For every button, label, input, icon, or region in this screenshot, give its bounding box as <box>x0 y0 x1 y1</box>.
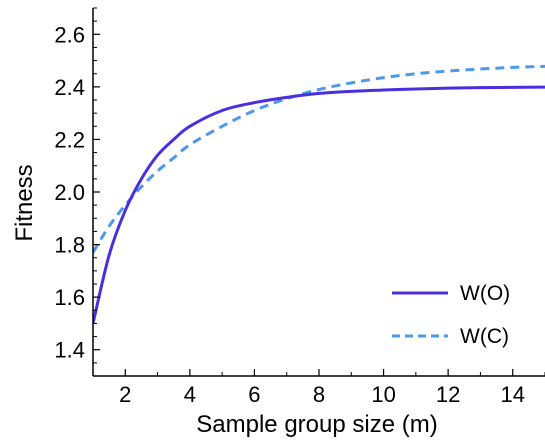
y-tick-label: 2.2 <box>54 127 85 152</box>
legend-label-w-c: W(C) <box>460 325 509 348</box>
y-tick-label: 2.6 <box>54 22 85 47</box>
y-axis-title: Fitness <box>11 164 38 241</box>
y-tick-label: 1.4 <box>54 338 85 363</box>
series-line-w-c <box>93 64 545 254</box>
y-tick-label: 1.6 <box>54 285 85 310</box>
x-axis-title: Sample group size (m) <box>196 411 437 438</box>
y-tick-label: 2.4 <box>54 75 85 100</box>
x-tick-label: 12 <box>436 382 460 407</box>
x-tick-label: 2 <box>119 382 131 407</box>
series-group <box>93 64 545 324</box>
x-tick-label: 4 <box>184 382 196 407</box>
axes: 2 4 6 8 10 12 14 1.4 1.6 1.8 2.0 2.2 2.4 2.6 <box>54 7 545 407</box>
y-tick-label: 2.0 <box>54 180 85 205</box>
x-tick-label: 14 <box>500 382 524 407</box>
plot-area <box>93 64 545 324</box>
legend-label-w-o: W(O) <box>460 282 510 305</box>
x-tick-label: 10 <box>371 382 395 407</box>
series-line-w-o <box>93 85 545 324</box>
x-tick-label: 6 <box>248 382 260 407</box>
legend: W(O) W(C) <box>392 282 510 348</box>
y-tick-label: 1.8 <box>54 233 85 258</box>
x-tick-label: 8 <box>313 382 325 407</box>
